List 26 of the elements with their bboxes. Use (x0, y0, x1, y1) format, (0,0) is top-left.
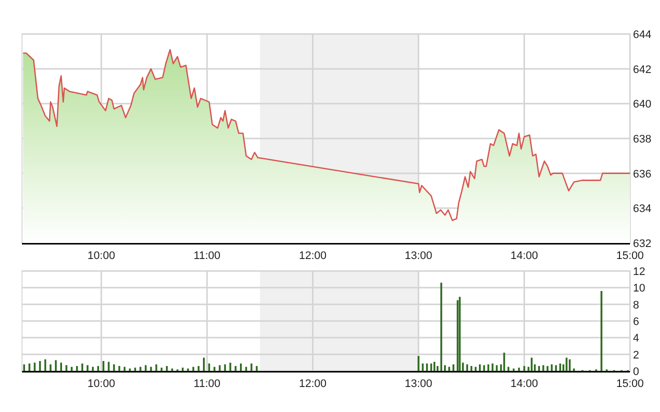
x-tick-label: 10:00 (88, 378, 116, 390)
x-tick-label: 13:00 (404, 250, 432, 262)
y-tick-label: 638 (633, 134, 652, 146)
y-tick-label: 2 (633, 349, 640, 362)
y-tick-label: 4 (633, 332, 640, 345)
x-tick-label: 11:00 (194, 378, 220, 390)
x-tick-label: 12:00 (299, 250, 327, 262)
y-tick-label: 0 (633, 366, 640, 378)
y-tick-label: 642 (633, 64, 652, 76)
x-tick-label: 13:00 (404, 378, 432, 390)
y-tick-label: 10 (633, 282, 646, 295)
x-tick-label: 14:00 (510, 250, 538, 262)
y-tick-label: 6 (633, 316, 640, 328)
y-tick-label: 632 (633, 238, 652, 250)
x-tick-label: 12:00 (299, 378, 327, 390)
y-tick-label: 12 (633, 266, 646, 278)
y-tick-label: 636 (633, 168, 652, 180)
y-tick-label: 634 (633, 203, 652, 216)
x-tick-label: 10:00 (88, 250, 116, 262)
x-tick-label: 11:00 (194, 250, 220, 262)
x-tick-label: 14:00 (510, 378, 538, 390)
y-tick-label: 644 (633, 29, 652, 41)
y-tick-label: 8 (633, 299, 640, 312)
x-tick-label: 15:00 (616, 250, 644, 262)
x-tick-label: 15:00 (616, 378, 644, 390)
y-tick-label: 640 (633, 98, 652, 111)
